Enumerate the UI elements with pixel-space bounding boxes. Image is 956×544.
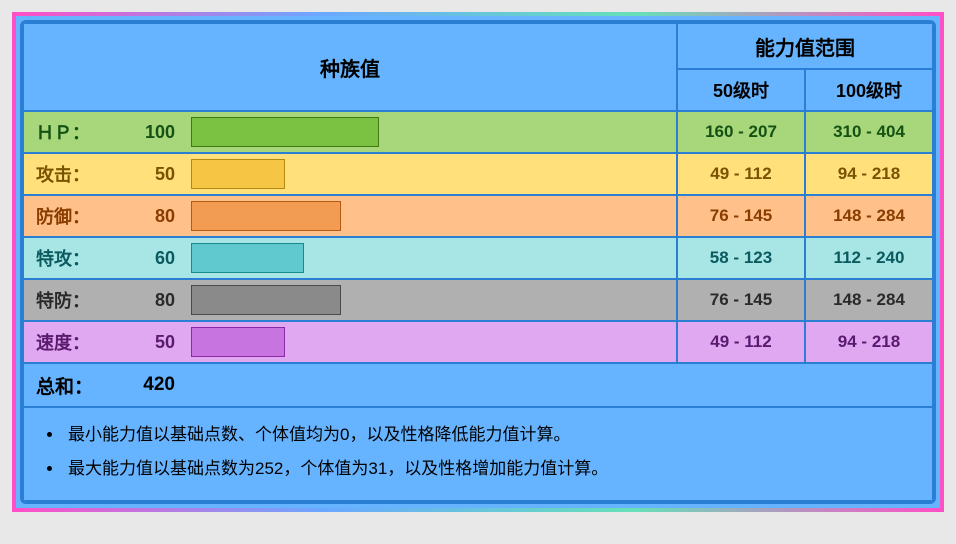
header-base-stats: 种族值 — [23, 23, 677, 111]
stat-bar-cell — [185, 321, 677, 363]
stat-bar — [191, 327, 285, 357]
stat-range-lv100: 94 - 218 — [805, 321, 933, 363]
header-lv100: 100级时 — [805, 69, 933, 111]
header-range-title: 能力值范围 — [677, 23, 933, 69]
stat-label: 速度： — [23, 321, 119, 363]
stat-bar — [191, 201, 341, 231]
notes-list: 最小能力值以基础点数、个体值均为0，以及性格降低能力值计算。最大能力值以基础点数… — [38, 418, 918, 486]
note-item: 最大能力值以基础点数为252，个体值为31，以及性格增加能力值计算。 — [64, 452, 918, 486]
notes-cell: 最小能力值以基础点数、个体值均为0，以及性格降低能力值计算。最大能力值以基础点数… — [23, 407, 933, 501]
stat-label: 攻击： — [23, 153, 119, 195]
stat-value: 80 — [119, 279, 185, 321]
stat-range-lv100: 112 - 240 — [805, 237, 933, 279]
stat-range-lv50: 49 - 112 — [677, 321, 805, 363]
stat-label: 特防： — [23, 279, 119, 321]
stat-row: 速度：50 49 - 11294 - 218 — [23, 321, 933, 363]
stat-value: 80 — [119, 195, 185, 237]
stats-inner: 种族值 能力值范围 50级时 100级时 ＨＰ：100 160 - 207310 … — [20, 20, 936, 504]
stat-range-lv50: 58 - 123 — [677, 237, 805, 279]
stat-row: 特攻：60 58 - 123112 - 240 — [23, 237, 933, 279]
stat-bar-track — [191, 117, 670, 147]
stats-table: 种族值 能力值范围 50级时 100级时 ＨＰ：100 160 - 207310 … — [22, 22, 934, 502]
stat-range-lv100: 148 - 284 — [805, 195, 933, 237]
stat-range-lv50: 49 - 112 — [677, 153, 805, 195]
stat-range-lv100: 148 - 284 — [805, 279, 933, 321]
header-lv50: 50级时 — [677, 69, 805, 111]
stat-bar — [191, 159, 285, 189]
stat-value: 60 — [119, 237, 185, 279]
stat-range-lv100: 310 - 404 — [805, 111, 933, 153]
stat-range-lv50: 160 - 207 — [677, 111, 805, 153]
stat-range-lv100: 94 - 218 — [805, 153, 933, 195]
note-item: 最小能力值以基础点数、个体值均为0，以及性格降低能力值计算。 — [64, 418, 918, 452]
stat-bar — [191, 117, 379, 147]
stat-bar-track — [191, 327, 670, 357]
stat-bar-cell — [185, 237, 677, 279]
stat-range-lv50: 76 - 145 — [677, 279, 805, 321]
total-value: 420 — [119, 363, 185, 407]
stat-value: 50 — [119, 321, 185, 363]
stat-bar — [191, 243, 304, 273]
stat-bar-track — [191, 243, 670, 273]
stat-label: 特攻： — [23, 237, 119, 279]
stat-row: ＨＰ：100 160 - 207310 - 404 — [23, 111, 933, 153]
stat-bar-cell — [185, 195, 677, 237]
stat-bar-cell — [185, 153, 677, 195]
stat-bar — [191, 285, 341, 315]
stats-card: 种族值 能力值范围 50级时 100级时 ＨＰ：100 160 - 207310 … — [12, 12, 944, 512]
total-spacer — [185, 363, 933, 407]
stat-bar-track — [191, 201, 670, 231]
stat-value: 50 — [119, 153, 185, 195]
stat-value: 100 — [119, 111, 185, 153]
stat-bar-track — [191, 159, 670, 189]
stat-range-lv50: 76 - 145 — [677, 195, 805, 237]
stat-row: 特防：80 76 - 145148 - 284 — [23, 279, 933, 321]
stat-bar-cell — [185, 111, 677, 153]
stat-bar-track — [191, 285, 670, 315]
stat-label: ＨＰ： — [23, 111, 119, 153]
stat-row: 攻击：50 49 - 11294 - 218 — [23, 153, 933, 195]
stat-row: 防御：80 76 - 145148 - 284 — [23, 195, 933, 237]
stat-label: 防御： — [23, 195, 119, 237]
stat-bar-cell — [185, 279, 677, 321]
total-label: 总和： — [23, 363, 119, 407]
